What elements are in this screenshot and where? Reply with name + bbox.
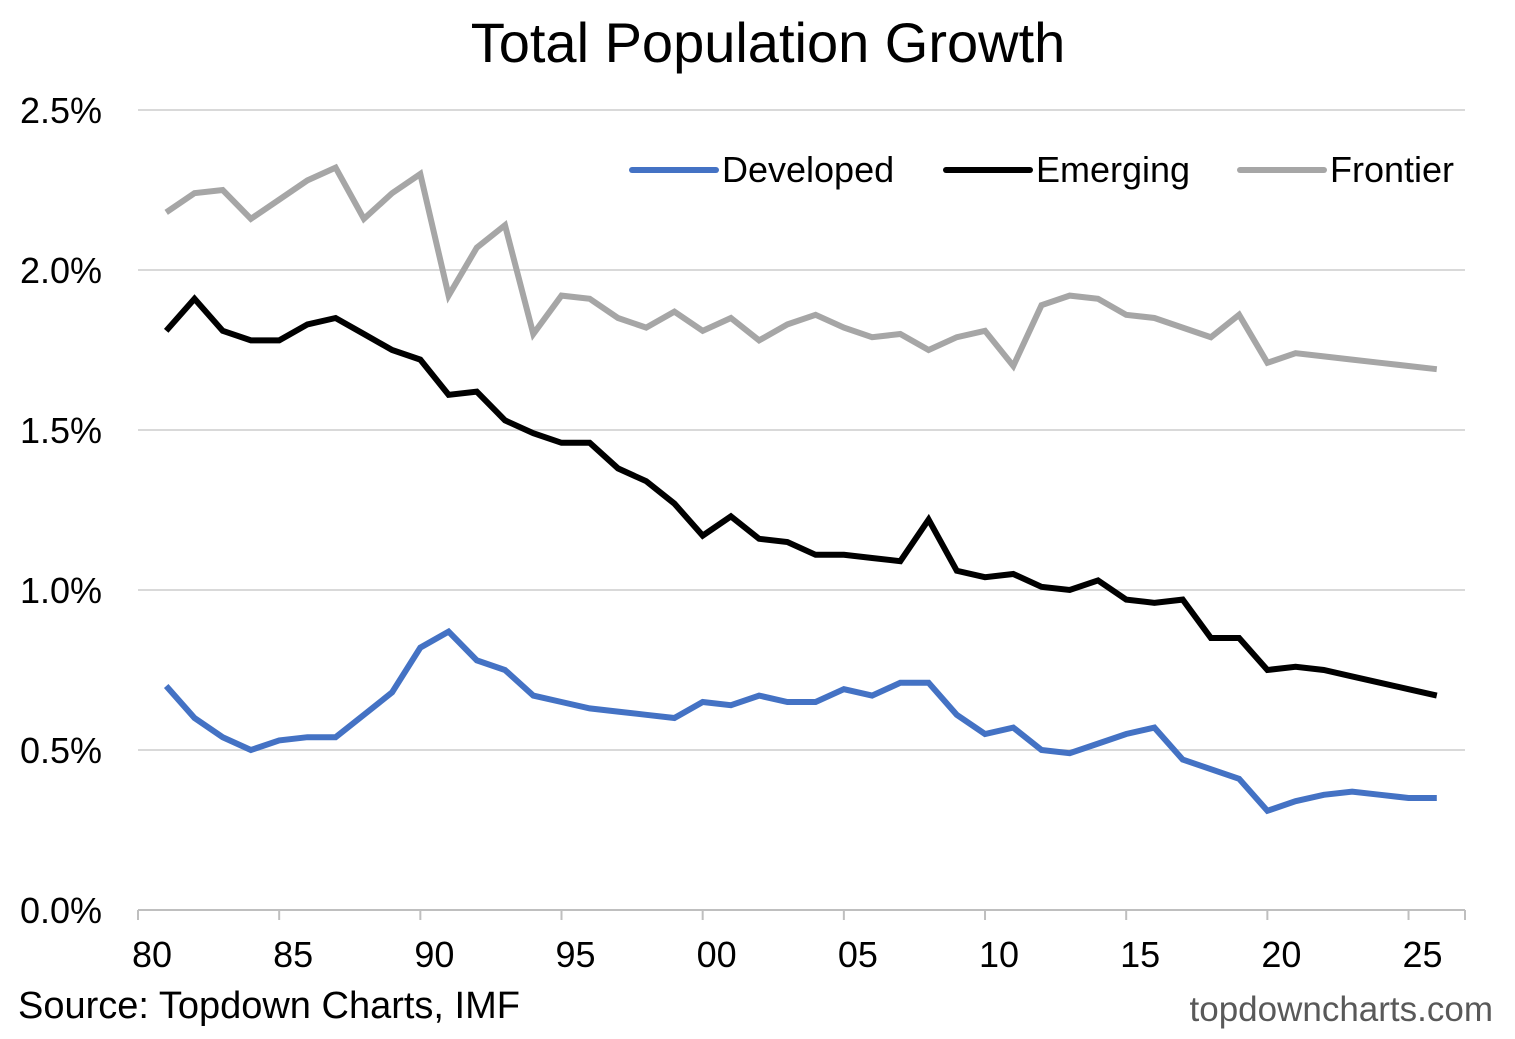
y-tick-label: 2.5% — [20, 90, 102, 131]
series-line-emerging — [163, 294, 1438, 699]
x-tick-label: 85 — [273, 934, 313, 975]
y-tick-label: 2.0% — [20, 250, 102, 291]
legend: Developed Emerging Frontier — [629, 149, 1454, 190]
x-tick-label: 90 — [414, 934, 454, 975]
y-tick-label: 0.0% — [20, 890, 102, 931]
y-axis-tick-labels: 0.0% 0.5% 1.0% 1.5% 2.0% 2.5% — [20, 90, 102, 931]
x-tick-label: 05 — [838, 934, 878, 975]
series-lines — [163, 163, 1438, 815]
x-tick-label: 95 — [555, 934, 595, 975]
x-tick-label: 25 — [1403, 934, 1443, 975]
y-tick-label: 0.5% — [20, 730, 102, 771]
legend-label-emerging: Emerging — [1036, 149, 1190, 190]
x-tick-label: 20 — [1261, 934, 1301, 975]
legend-label-developed: Developed — [722, 149, 894, 190]
x-axis: 80 85 90 95 00 05 10 15 20 25 — [132, 909, 1466, 975]
x-tick-label: 00 — [697, 934, 737, 975]
y-tick-label: 1.5% — [20, 410, 102, 451]
y-tick-label: 1.0% — [20, 570, 102, 611]
website-credit: topdowncharts.com — [1189, 990, 1493, 1029]
x-tick-label: 80 — [132, 934, 172, 975]
legend-label-frontier: Frontier — [1330, 149, 1454, 190]
grid-lines — [138, 109, 1465, 751]
series-line-developed — [163, 627, 1437, 815]
series-line-frontier — [164, 163, 1438, 373]
chart-title: Total Population Growth — [471, 11, 1066, 74]
x-tick-label: 10 — [979, 934, 1019, 975]
source-note: Source: Topdown Charts, IMF — [18, 985, 520, 1027]
x-tick-label: 15 — [1120, 934, 1160, 975]
